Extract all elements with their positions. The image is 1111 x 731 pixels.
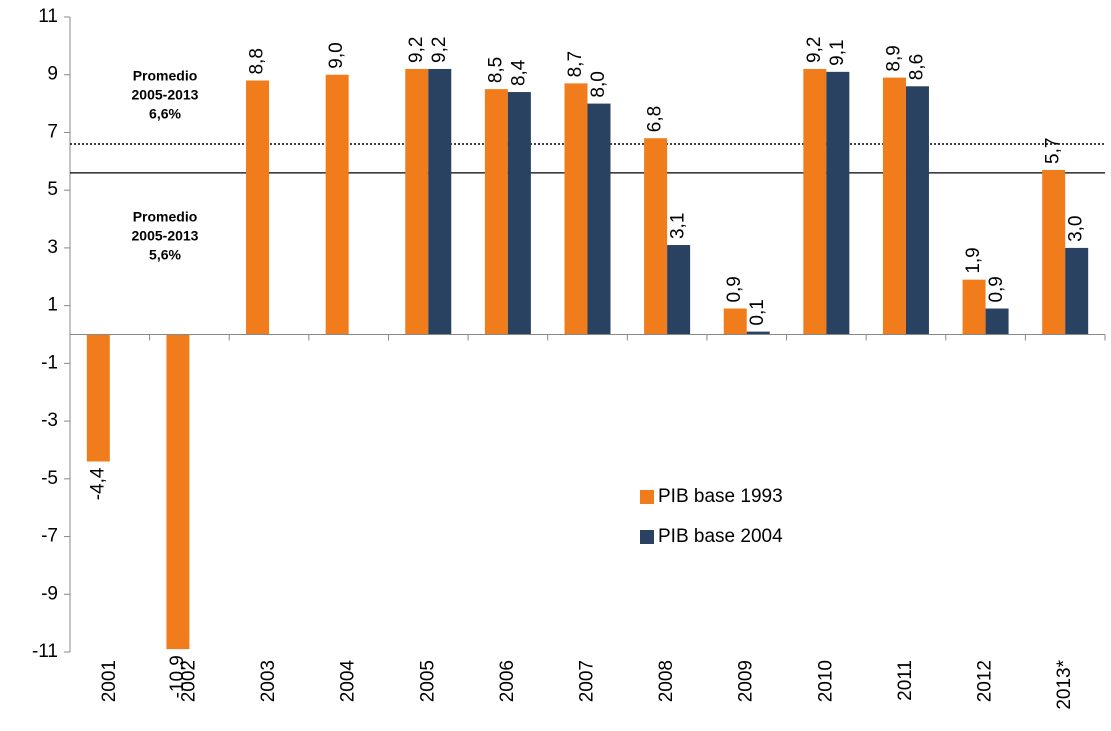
bar	[484, 89, 508, 335]
y-tick-label: -11	[32, 641, 58, 662]
bar	[587, 103, 611, 335]
y-tick-label: 9	[47, 64, 58, 85]
reference-label: Promedio	[133, 209, 198, 225]
bar	[1065, 247, 1089, 335]
value-label: 6,8	[645, 106, 666, 132]
bar	[723, 308, 747, 335]
x-tick-label: 2011	[895, 660, 916, 701]
reference-label: 2005-2013	[132, 228, 199, 244]
bar	[507, 92, 531, 335]
value-label: 1,9	[963, 247, 984, 273]
bar	[166, 334, 190, 650]
reference-label: Promedio	[133, 68, 198, 84]
value-label: 3,1	[668, 213, 689, 239]
y-tick-label: -9	[41, 583, 58, 604]
y-tick-label: -1	[41, 352, 58, 373]
value-label: 9,2	[804, 37, 825, 63]
bar	[86, 334, 110, 462]
y-tick-label: 7	[47, 121, 58, 142]
bar	[985, 308, 1009, 335]
value-label: 0,9	[724, 276, 745, 302]
value-label: 9,2	[429, 37, 450, 63]
bar	[826, 71, 850, 335]
x-tick-label: 2005	[417, 660, 438, 702]
bar	[246, 80, 270, 335]
y-tick-label: 11	[38, 6, 58, 27]
value-label: 5,7	[1043, 138, 1064, 164]
bar	[667, 245, 691, 335]
value-label: 3,0	[1066, 215, 1087, 241]
y-tick-label: 5	[47, 179, 58, 200]
value-label: 8,5	[485, 57, 506, 83]
value-label: 9,0	[326, 42, 347, 68]
value-label: 8,9	[883, 45, 904, 71]
x-tick-label: 2004	[338, 660, 359, 703]
y-tick-label: -3	[41, 410, 58, 431]
x-tick-label: 2006	[497, 660, 518, 702]
value-label: 8,0	[588, 71, 609, 97]
x-tick-label: 2007	[577, 660, 598, 702]
value-label: 0,9	[986, 276, 1007, 302]
x-tick-label: 2010	[815, 660, 836, 702]
bar	[428, 68, 452, 335]
value-label: 0,1	[747, 299, 768, 325]
bar	[325, 74, 349, 335]
value-label: -4,4	[87, 467, 108, 500]
bar	[962, 279, 986, 335]
x-tick-label: 2009	[736, 660, 757, 702]
y-tick-label: 3	[47, 237, 58, 258]
bar	[882, 77, 906, 335]
value-label: 8,4	[508, 59, 529, 86]
legend-swatch	[640, 530, 654, 544]
reference-label: 2005-2013	[132, 87, 199, 103]
x-tick-label: 2013*	[1054, 659, 1075, 709]
value-label: 8,7	[565, 51, 586, 77]
value-label: 8,6	[906, 54, 927, 80]
x-tick-label: 2001	[99, 660, 120, 702]
bar	[564, 83, 588, 335]
x-tick-label: 2012	[975, 660, 996, 702]
bar	[1042, 169, 1066, 335]
value-label: -10,9	[167, 655, 188, 698]
legend-label: PIB base 1993	[658, 486, 783, 507]
y-tick-label: -5	[41, 468, 58, 489]
bar	[803, 68, 827, 335]
legend-swatch	[640, 490, 654, 504]
value-label: 9,2	[406, 37, 427, 63]
y-tick-label: -7	[41, 526, 58, 547]
reference-label: 5,6%	[149, 247, 181, 263]
bar	[405, 68, 429, 335]
y-tick-label: 1	[47, 295, 58, 316]
x-tick-label: 2008	[656, 660, 677, 702]
x-tick-label: 2002	[178, 660, 199, 702]
value-label: 8,8	[247, 48, 268, 74]
bar	[746, 331, 770, 335]
reference-label: 6,6%	[149, 106, 181, 122]
value-label: 9,1	[827, 39, 848, 65]
x-tick-label: 2003	[258, 660, 279, 702]
legend-label: PIB base 2004	[658, 526, 783, 547]
bar	[905, 86, 929, 335]
bar	[644, 138, 668, 335]
